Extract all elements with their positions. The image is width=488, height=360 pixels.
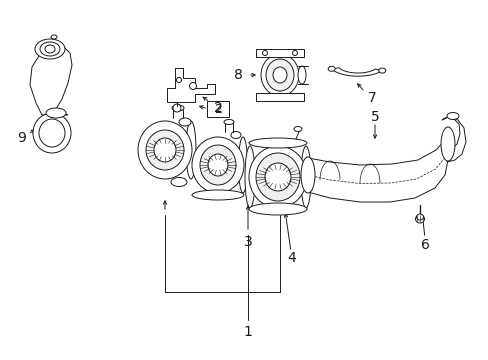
Polygon shape	[30, 45, 72, 115]
Ellipse shape	[176, 77, 181, 82]
Text: 7: 7	[367, 91, 376, 105]
Ellipse shape	[138, 121, 192, 179]
Ellipse shape	[440, 127, 454, 161]
Ellipse shape	[185, 121, 196, 179]
Ellipse shape	[46, 108, 66, 118]
Ellipse shape	[244, 146, 254, 208]
Ellipse shape	[173, 104, 181, 112]
Ellipse shape	[292, 50, 297, 55]
Ellipse shape	[378, 68, 385, 73]
Ellipse shape	[264, 163, 290, 191]
Ellipse shape	[293, 126, 302, 131]
Ellipse shape	[45, 45, 55, 53]
Polygon shape	[441, 116, 465, 162]
Ellipse shape	[238, 137, 247, 193]
Text: 1: 1	[243, 325, 252, 339]
Ellipse shape	[172, 105, 183, 111]
Text: 4: 4	[287, 251, 296, 265]
Ellipse shape	[33, 113, 71, 153]
Polygon shape	[331, 68, 382, 76]
Ellipse shape	[256, 153, 299, 201]
Ellipse shape	[262, 50, 267, 55]
Ellipse shape	[416, 214, 423, 220]
Ellipse shape	[446, 112, 458, 120]
Text: 3: 3	[243, 235, 252, 249]
Ellipse shape	[179, 118, 191, 126]
Ellipse shape	[207, 154, 227, 176]
Ellipse shape	[200, 145, 236, 185]
Text: 9: 9	[18, 131, 26, 145]
Ellipse shape	[248, 203, 306, 215]
Ellipse shape	[248, 146, 306, 208]
Ellipse shape	[189, 82, 196, 90]
Polygon shape	[167, 68, 215, 102]
Text: 6: 6	[420, 238, 428, 252]
Ellipse shape	[146, 130, 183, 170]
Text: 5: 5	[370, 110, 379, 124]
Text: 2: 2	[213, 101, 222, 115]
Ellipse shape	[297, 66, 305, 84]
FancyBboxPatch shape	[206, 101, 228, 117]
Ellipse shape	[35, 39, 65, 59]
Ellipse shape	[154, 138, 176, 162]
Ellipse shape	[51, 35, 57, 39]
Ellipse shape	[415, 215, 424, 223]
Text: 8: 8	[233, 68, 242, 82]
Polygon shape	[256, 93, 304, 101]
Ellipse shape	[248, 138, 306, 148]
Ellipse shape	[224, 120, 234, 125]
Ellipse shape	[261, 54, 298, 96]
Ellipse shape	[39, 119, 65, 147]
Polygon shape	[307, 128, 447, 202]
Ellipse shape	[192, 137, 244, 193]
Ellipse shape	[301, 157, 314, 193]
Ellipse shape	[230, 131, 241, 139]
Text: 2: 2	[214, 103, 222, 116]
Ellipse shape	[40, 42, 60, 56]
Ellipse shape	[327, 66, 334, 71]
Ellipse shape	[272, 67, 286, 83]
Ellipse shape	[265, 59, 293, 91]
Ellipse shape	[301, 146, 310, 208]
Polygon shape	[256, 49, 304, 57]
Ellipse shape	[171, 177, 186, 186]
Ellipse shape	[192, 190, 244, 200]
